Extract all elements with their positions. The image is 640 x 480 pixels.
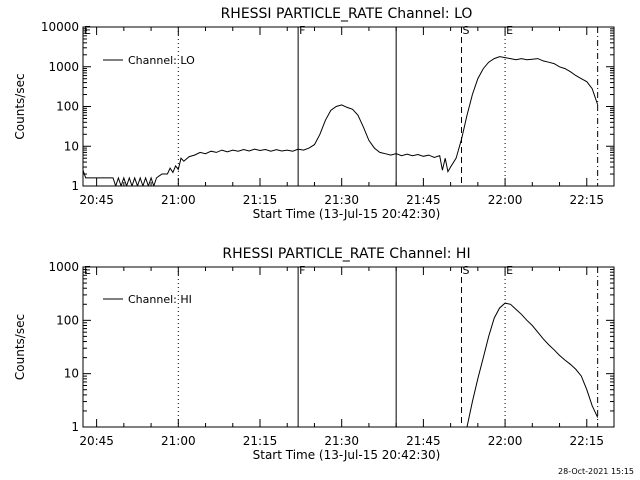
time-marker-label: S (463, 24, 470, 37)
chart-panel-hi: RHESSI PARTICLE_RATE Channel: HI E F S E 1 10 1… (13, 246, 615, 462)
x-tick-label: 21:45 (406, 434, 441, 448)
y-tick-label: 1 (71, 420, 79, 434)
x-tick-label: 20:45 (79, 193, 114, 207)
x-axis-label: Start Time (13-Jul-15 20:42:30) (253, 448, 441, 462)
time-marker-label: E (84, 24, 91, 37)
time-marker-label: E (506, 264, 513, 277)
x-tick-label: 22:15 (569, 193, 604, 207)
series-line (466, 302, 599, 427)
footer-timestamp: 28-Oct-2021 15:15 (558, 467, 634, 476)
time-marker-label: E (506, 24, 513, 37)
y-tick-label: 100 (56, 313, 79, 327)
y-axis-label: Counts/sec (13, 314, 27, 380)
x-tick-label: 21:00 (161, 434, 196, 448)
legend-entry: Channel: HI (128, 293, 192, 306)
x-tick-label: 21:00 (161, 193, 196, 207)
y-tick-label: 1000 (48, 260, 79, 274)
plot-frame (82, 26, 615, 187)
x-tick-label: 21:15 (243, 434, 278, 448)
y-tick-label: 10000 (41, 20, 79, 34)
x-tick-label: 22:15 (569, 434, 604, 448)
y-axis-label: Counts/sec (13, 73, 27, 139)
time-marker-label: E (84, 264, 91, 277)
y-tick-label: 1 (71, 179, 79, 193)
chart-panel-lo: RHESSI PARTICLE_RATE Channel: LO E F S E 1 10 1… (13, 6, 615, 221)
series-line (83, 56, 599, 186)
x-tick-label: 22:00 (488, 434, 523, 448)
time-marker-label: F (299, 264, 305, 277)
legend-entry: Channel: LO (128, 54, 195, 67)
y-tick-label: 10 (64, 367, 79, 381)
chart-title: RHESSI PARTICLE_RATE Channel: HI (222, 246, 470, 262)
y-tick-label: 100 (56, 100, 79, 114)
x-tick-label: 22:00 (488, 193, 523, 207)
x-tick-label: 21:30 (324, 193, 359, 207)
x-tick-label: 21:15 (243, 193, 278, 207)
x-axis-label: Start Time (13-Jul-15 20:42:30) (253, 207, 441, 221)
y-tick-label: 10 (64, 139, 79, 153)
time-marker-label: S (463, 264, 470, 277)
x-tick-label: 20:45 (79, 434, 114, 448)
x-tick-label: 21:45 (406, 193, 441, 207)
x-tick-label: 21:30 (324, 434, 359, 448)
y-tick-label: 1000 (48, 60, 79, 74)
time-marker-label: F (299, 24, 305, 37)
chart-title: RHESSI PARTICLE_RATE Channel: LO (221, 6, 473, 22)
plot-frame (82, 266, 615, 428)
